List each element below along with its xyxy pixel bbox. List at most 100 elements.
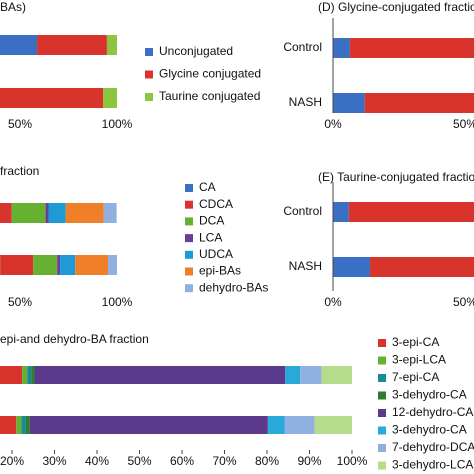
x-tick-label: 90%: [297, 454, 321, 468]
legend-label: LCA: [199, 230, 222, 244]
legend-swatch: [145, 70, 153, 79]
category-label: Control: [283, 40, 322, 54]
bar-segment: [22, 366, 28, 384]
bar-segment: [0, 35, 38, 55]
bar-segment: [103, 203, 117, 223]
bar-segment: [0, 203, 12, 223]
bar-segment: [369, 257, 474, 277]
x-tick-label: 30%: [42, 454, 66, 468]
chart-title: (E) Taurine-conjugated fraction: [318, 170, 474, 184]
x-tick-label: 100%: [337, 454, 368, 468]
chart-title: BAs): [0, 0, 26, 14]
x-tick-label: 0%: [324, 117, 342, 131]
legend-swatch: [378, 339, 386, 347]
legend-swatch: [185, 267, 193, 276]
legend-swatch: [145, 48, 153, 56]
chart-title: fraction: [0, 164, 39, 178]
bar-segment: [333, 202, 349, 222]
x-tick-label: 20%: [0, 454, 24, 468]
bar-segment: [267, 416, 285, 434]
bar-segment: [29, 416, 268, 434]
legend-label: dehydro-BAs: [199, 280, 268, 294]
bar-segment: [314, 416, 352, 434]
category-label: NASH: [289, 259, 322, 273]
bar-segment: [48, 203, 66, 223]
legend-swatch: [378, 391, 386, 400]
legend-swatch: [378, 426, 386, 435]
bar-segment: [106, 35, 117, 55]
x-tick-label: 50%: [8, 295, 32, 309]
bar-segment: [0, 416, 17, 434]
legend-label: UDCA: [199, 247, 233, 261]
x-tick-label: 50%: [453, 117, 474, 131]
bar-segment: [0, 366, 23, 384]
legend-swatch: [185, 184, 193, 192]
legend-swatch: [378, 374, 386, 382]
bar-segment: [60, 255, 76, 275]
legend-label: CDCA: [199, 197, 233, 211]
x-tick-label: 100%: [102, 117, 133, 131]
bar-segment: [21, 416, 26, 434]
x-tick-label: 80%: [255, 454, 279, 468]
bar-segment: [57, 255, 61, 275]
bar-segment: [103, 88, 117, 108]
x-tick-label: 50%: [8, 117, 32, 131]
legend-swatch: [378, 409, 386, 417]
bar-segment: [284, 416, 315, 434]
bar-segment: [333, 38, 350, 58]
bar-segment: [321, 366, 352, 384]
legend-label: Taurine conjugated: [159, 89, 260, 103]
legend-label: 3-dehydro-CA: [392, 423, 467, 437]
bar-segment: [16, 416, 22, 434]
legend-label: 12-dehydro-CA: [392, 405, 473, 419]
x-tick-label: 60%: [170, 454, 194, 468]
bar-segment: [333, 93, 365, 113]
legend-label: 7-epi-CA: [392, 370, 439, 384]
category-label: Control: [283, 204, 322, 218]
legend-label: 3-dehydro-CA: [392, 388, 467, 402]
legend-label: 3-epi-LCA: [392, 353, 446, 367]
legend-swatch: [185, 250, 193, 259]
legend-label: CA: [199, 180, 216, 194]
x-tick-label: 40%: [85, 454, 109, 468]
bar-segment: [65, 203, 104, 223]
legend-label: Unconjugated: [159, 44, 233, 58]
bar-segment: [0, 88, 104, 108]
legend-label: 3-dehydro-LCA: [392, 458, 473, 472]
bar-segment: [45, 203, 49, 223]
bar-segment: [11, 203, 46, 223]
category-label: NASH: [289, 95, 322, 109]
legend-label: 7-dehydro-DCA: [392, 440, 474, 454]
bar-segment: [108, 255, 117, 275]
bar-segment: [25, 416, 30, 434]
legend-swatch: [185, 217, 193, 226]
legend-swatch: [185, 200, 193, 209]
legend-swatch: [145, 93, 153, 101]
bar-segment: [364, 93, 474, 113]
bar-segment: [348, 202, 474, 222]
bar-segment: [75, 255, 109, 275]
bar-segment: [27, 366, 32, 384]
bar-segment: [33, 255, 58, 275]
bar-segment: [349, 38, 474, 58]
legend-swatch: [185, 234, 193, 243]
bar-segment: [285, 366, 301, 384]
x-tick-label: 70%: [212, 454, 236, 468]
bar-segment: [333, 257, 370, 277]
chart-title: (D) Glycine-conjugated fraction: [318, 0, 474, 14]
legend-swatch: [378, 461, 386, 470]
x-tick-label: 50%: [127, 454, 151, 468]
legend-label: 3-epi-CA: [392, 335, 439, 349]
chart-title: epi-and dehydro-BA fraction: [0, 332, 149, 346]
legend-swatch: [378, 444, 386, 452]
legend-label: epi-BAs: [199, 264, 241, 278]
bar-segment: [300, 366, 322, 384]
bar-segment: [31, 366, 35, 384]
legend-label: DCA: [199, 214, 224, 228]
bar-segment: [37, 35, 107, 55]
legend-swatch: [378, 356, 386, 365]
x-tick-label: 0%: [324, 295, 342, 309]
legend-label: Glycine conjugated: [159, 67, 261, 81]
bar-segment: [34, 366, 286, 384]
